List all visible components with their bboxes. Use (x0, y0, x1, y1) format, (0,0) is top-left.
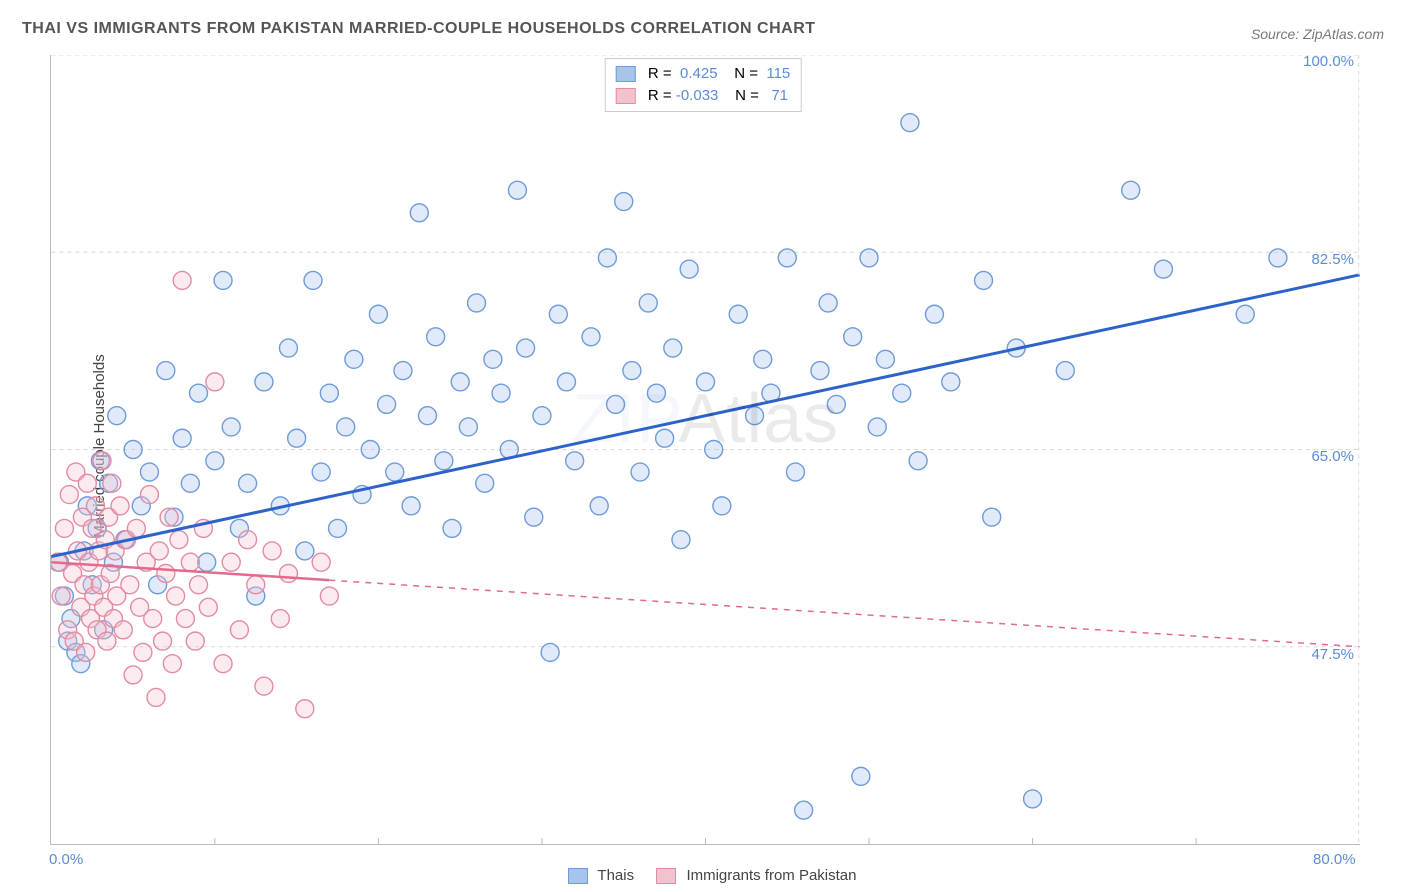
legend-swatch-pakistan-bottom (656, 868, 676, 884)
legend-swatch-thais (616, 66, 636, 82)
y-tick-label: 47.5% (1311, 646, 1354, 663)
chart-plot-area: ZIPAtlas 47.5%65.0%82.5%100.0%0.0%80.0% (50, 55, 1360, 845)
x-tick-label: 80.0% (1313, 851, 1356, 868)
y-tick-label: 100.0% (1303, 53, 1354, 70)
chart-svg (51, 55, 1360, 844)
page-title: THAI VS IMMIGRANTS FROM PAKISTAN MARRIED… (22, 20, 816, 38)
series-legend: Thais Immigrants from Pakistan (0, 867, 1406, 884)
y-tick-label: 65.0% (1311, 448, 1354, 465)
legend-row-thais: R = 0.425 N = 115 (616, 63, 791, 85)
x-tick-label: 0.0% (49, 851, 83, 868)
legend-row-pakistan: R = -0.033 N = 71 (616, 85, 791, 107)
legend-swatch-pakistan (616, 88, 636, 104)
legend-swatch-thais-bottom (568, 868, 588, 884)
source-attribution: Source: ZipAtlas.com (1251, 26, 1384, 42)
correlation-legend: R = 0.425 N = 115 R = -0.033 N = 71 (605, 58, 802, 112)
legend-label-thais: Thais (597, 867, 634, 884)
legend-label-pakistan: Immigrants from Pakistan (686, 867, 856, 884)
y-tick-label: 82.5% (1311, 251, 1354, 268)
